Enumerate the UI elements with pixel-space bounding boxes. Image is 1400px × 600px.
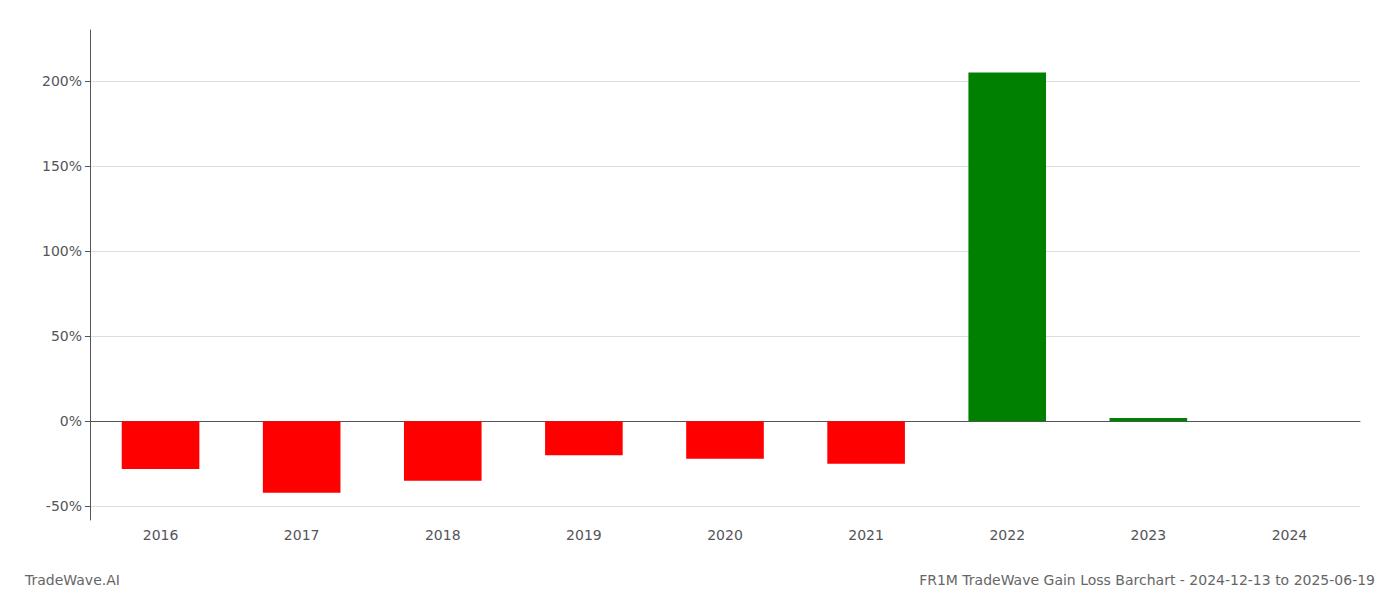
- svg-text:2016: 2016: [143, 527, 179, 543]
- svg-text:150%: 150%: [42, 158, 82, 174]
- svg-text:2022: 2022: [989, 527, 1025, 543]
- svg-text:50%: 50%: [51, 328, 82, 344]
- svg-text:2020: 2020: [707, 527, 743, 543]
- svg-text:2019: 2019: [566, 527, 602, 543]
- svg-text:2017: 2017: [284, 527, 320, 543]
- svg-text:200%: 200%: [42, 73, 82, 89]
- svg-text:0%: 0%: [60, 413, 82, 429]
- svg-text:FR1M TradeWave Gain Loss Barch: FR1M TradeWave Gain Loss Barchart - 2024…: [919, 572, 1375, 588]
- svg-text:2021: 2021: [848, 527, 884, 543]
- svg-text:TradeWave.AI: TradeWave.AI: [24, 572, 120, 588]
- svg-text:2024: 2024: [1272, 527, 1308, 543]
- svg-text:-50%: -50%: [46, 498, 82, 514]
- svg-text:100%: 100%: [42, 243, 82, 259]
- svg-text:2023: 2023: [1131, 527, 1167, 543]
- svg-text:2018: 2018: [425, 527, 461, 543]
